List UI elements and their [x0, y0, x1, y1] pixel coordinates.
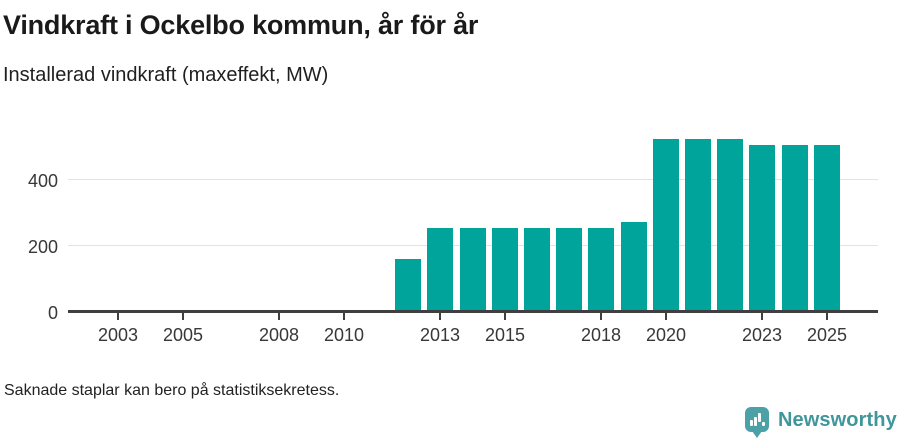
- x-axis-tick-label: 2020: [645, 325, 687, 345]
- x-axis-tick: [665, 313, 667, 320]
- bar-2013: [427, 228, 453, 311]
- x-axis-tick-label: 2003: [97, 325, 139, 345]
- gridline-400: [68, 179, 878, 180]
- x-axis-tick-label: 2023: [741, 325, 783, 345]
- x-axis-tick-label: 2018: [580, 325, 622, 345]
- x-axis-tick: [504, 313, 506, 320]
- bar-2014: [460, 228, 486, 311]
- bar-2023: [749, 145, 775, 311]
- bar-2020: [653, 139, 679, 311]
- bar-2021: [685, 139, 711, 311]
- logo-exclamation-dot-icon: [762, 422, 765, 426]
- newsworthy-pin-barchart-icon: [745, 407, 769, 438]
- x-axis-line: [68, 310, 878, 313]
- x-axis-tick: [439, 313, 441, 320]
- newsworthy-logo-text: Newsworthy: [778, 409, 897, 431]
- logo-bar-icon: [750, 420, 753, 426]
- logo-pin-tail: [752, 431, 762, 438]
- bar-2025: [814, 145, 840, 311]
- bar-2017: [556, 228, 582, 311]
- x-axis-tick-label: 2005: [162, 325, 204, 345]
- x-axis-tick-label: 2025: [806, 325, 848, 345]
- x-axis-tick: [600, 313, 602, 320]
- logo-bar-icon: [754, 417, 757, 426]
- x-axis-tick: [761, 313, 763, 320]
- y-axis-tick-label: 0: [47, 303, 58, 323]
- y-axis-tick-label: 400: [27, 171, 58, 191]
- bar-2016: [524, 228, 550, 311]
- x-axis-tick: [117, 313, 119, 320]
- x-axis-tick-label: 2008: [258, 325, 300, 345]
- bar-2024: [782, 145, 808, 311]
- x-axis-tick-label: 2013: [419, 325, 461, 345]
- bar-2022: [717, 139, 743, 311]
- x-axis-tick: [182, 313, 184, 320]
- chart-title: Vindkraft i Ockelbo kommun, år för år: [3, 10, 479, 40]
- newsworthy-logo: Newsworthy: [745, 407, 897, 438]
- bar-2018: [588, 228, 614, 311]
- bar-2012: [395, 259, 421, 311]
- x-axis-tick: [343, 313, 345, 320]
- logo-exclamation-icon: [758, 413, 761, 422]
- y-axis-tick-label: 200: [27, 237, 58, 257]
- x-axis-tick: [278, 313, 280, 320]
- bar-2015: [492, 228, 518, 311]
- chart-subtitle: Installerad vindkraft (maxeffekt, MW): [3, 64, 329, 86]
- bar-2019: [621, 222, 647, 311]
- x-axis-tick-label: 2015: [484, 325, 526, 345]
- chart-footnote: Saknade staplar kan bero på statistiksek…: [4, 382, 340, 399]
- x-axis-tick: [826, 313, 828, 320]
- x-axis-tick-label: 2010: [323, 325, 365, 345]
